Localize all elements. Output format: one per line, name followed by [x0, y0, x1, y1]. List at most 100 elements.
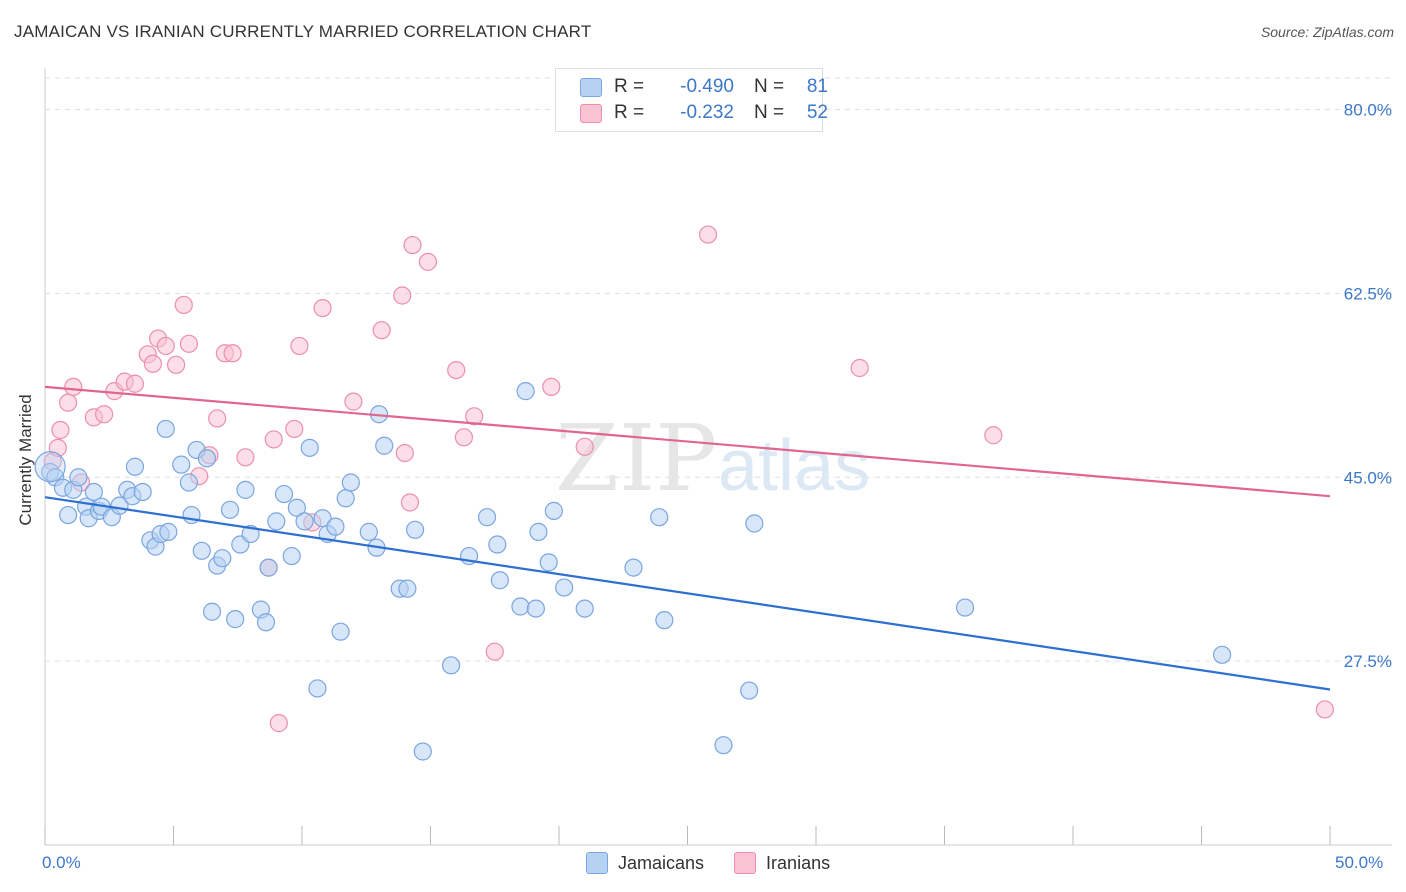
- correlation-legend: R = -0.490 N = 81 R = -0.232 N = 52: [555, 68, 828, 132]
- iranians-point: [313, 299, 332, 318]
- iranians-point: [850, 358, 869, 378]
- jamaicans-point: [488, 535, 507, 554]
- iranians-point: [95, 405, 114, 424]
- jamaicans-point: [398, 579, 417, 598]
- jamaicans-point: [359, 522, 378, 541]
- jamaicans-point: [441, 656, 461, 675]
- y-tick-label: 45.0%: [1344, 468, 1392, 487]
- trend-lines: [44, 385, 1331, 691]
- iranians-point: [179, 334, 199, 353]
- iranians-point: [418, 252, 438, 271]
- jamaicans-point: [336, 489, 355, 508]
- iranians-point: [1315, 700, 1334, 719]
- jamaicans-point: [539, 553, 558, 572]
- jamaicans-point: [274, 484, 294, 504]
- jamaicans-point: [159, 522, 178, 541]
- jamaicans-point: [529, 522, 548, 541]
- jamaicans-point: [308, 679, 327, 698]
- iranians-point: [984, 426, 1003, 445]
- axes: [44, 68, 1392, 846]
- jamaicans-point: [236, 480, 255, 499]
- legend-swatch-pink: [580, 103, 602, 123]
- jamaicans-point: [287, 498, 306, 517]
- jamaicans-point: [267, 512, 286, 531]
- series-swatch-pink: [734, 852, 757, 874]
- x-tick-label-max: 50.0%: [1335, 853, 1384, 872]
- x-tick-label-min: 0.0%: [42, 853, 81, 872]
- legend-n-value: 81: [806, 76, 828, 97]
- jamaicans-point: [375, 436, 394, 455]
- iranians-point: [447, 360, 466, 380]
- iranians-point: [542, 377, 561, 397]
- jamaicans-point: [405, 520, 425, 539]
- iranians-point: [372, 321, 391, 340]
- legend-r-label: R =: [614, 102, 645, 123]
- jamaicans-point: [213, 549, 232, 568]
- jamaicans-point: [300, 438, 319, 457]
- jamaicans-point: [84, 482, 103, 502]
- jamaicans-point: [655, 611, 674, 630]
- jamaicans-point: [69, 468, 88, 487]
- iranians-point: [264, 430, 283, 449]
- jamaicans-points: [34, 382, 1232, 761]
- series-legend: Jamaicans Iranians: [586, 852, 860, 874]
- jamaicans-point: [197, 449, 217, 468]
- jamaicans-point: [624, 558, 643, 577]
- legend-r-value: -0.490: [680, 76, 734, 97]
- y-tick-label: 27.5%: [1344, 652, 1392, 671]
- source-label: Source: ZipAtlas.com: [1260, 24, 1394, 40]
- jamaicans-point: [650, 508, 669, 527]
- series-swatch-blue: [586, 852, 608, 874]
- jamaicans-point: [544, 501, 563, 520]
- legend-n-label: N =: [754, 102, 785, 123]
- jamaicans-point: [955, 598, 975, 617]
- iranians-point: [59, 393, 78, 412]
- legend-r-value: -0.232: [680, 102, 734, 123]
- jamaicans-point: [59, 505, 78, 525]
- iranians-point: [156, 336, 175, 356]
- iranians-point: [290, 336, 309, 356]
- legend-n-value: 52: [806, 102, 828, 123]
- y-axis-label: Currently Married: [16, 394, 35, 526]
- iranians-points: [43, 225, 1334, 733]
- iranians-point: [125, 374, 145, 393]
- iranians-point: [575, 437, 594, 456]
- iranians-point: [454, 428, 474, 447]
- chart-title: JAMAICAN VS IRANIAN CURRENTLY MARRIED CO…: [14, 22, 592, 41]
- jamaicans-point: [326, 517, 345, 536]
- jamaicans-point: [413, 742, 432, 761]
- jamaicans-point: [295, 512, 314, 531]
- iranians-point: [393, 286, 412, 305]
- legend-r-label: R =: [614, 76, 645, 97]
- series-legend-iranians: Iranians: [734, 852, 830, 874]
- iranians-point: [395, 443, 414, 463]
- jamaicans-point: [745, 514, 764, 533]
- jamaicans-point: [179, 473, 199, 492]
- jamaicans-point: [220, 500, 240, 519]
- iranians-point: [143, 354, 163, 373]
- iranians-point: [223, 344, 242, 363]
- y-tick-label: 62.5%: [1344, 284, 1392, 303]
- series-legend-jamaicans: Jamaicans: [586, 852, 704, 874]
- watermark-atlas: atlas: [718, 426, 870, 506]
- jamaicans-point: [555, 578, 574, 597]
- jamaicans-point: [192, 541, 211, 560]
- jamaicans-point: [125, 457, 145, 476]
- jamaicans-point: [282, 546, 301, 566]
- y-tick-labels: 27.5% 45.0% 62.5% 80.0%: [1344, 101, 1392, 672]
- jamaicans-point: [259, 558, 278, 577]
- jamaicans-point: [156, 419, 175, 439]
- jamaicans-point: [331, 622, 350, 641]
- iranians-point: [344, 392, 363, 411]
- grid-lines: [45, 77, 1392, 662]
- iranians-point: [698, 225, 718, 244]
- iranians-point: [208, 409, 227, 428]
- jamaicans-point: [516, 382, 535, 401]
- legend-row-jamaicans: R = -0.490 N = 81: [580, 75, 828, 99]
- iranians-point: [174, 295, 193, 315]
- jamaicans-point: [477, 508, 497, 527]
- jamaicans-point: [714, 736, 733, 755]
- jamaicans-point: [575, 599, 594, 618]
- iranians-point: [51, 420, 70, 440]
